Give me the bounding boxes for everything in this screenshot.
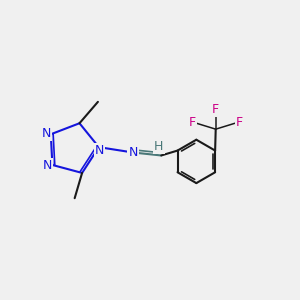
- Text: F: F: [188, 116, 196, 129]
- Text: N: N: [43, 159, 52, 172]
- Text: F: F: [236, 116, 243, 129]
- Text: F: F: [212, 103, 219, 116]
- Text: N: N: [42, 127, 51, 140]
- Text: H: H: [154, 140, 164, 153]
- Text: N: N: [128, 146, 138, 159]
- Text: N: N: [95, 144, 104, 157]
